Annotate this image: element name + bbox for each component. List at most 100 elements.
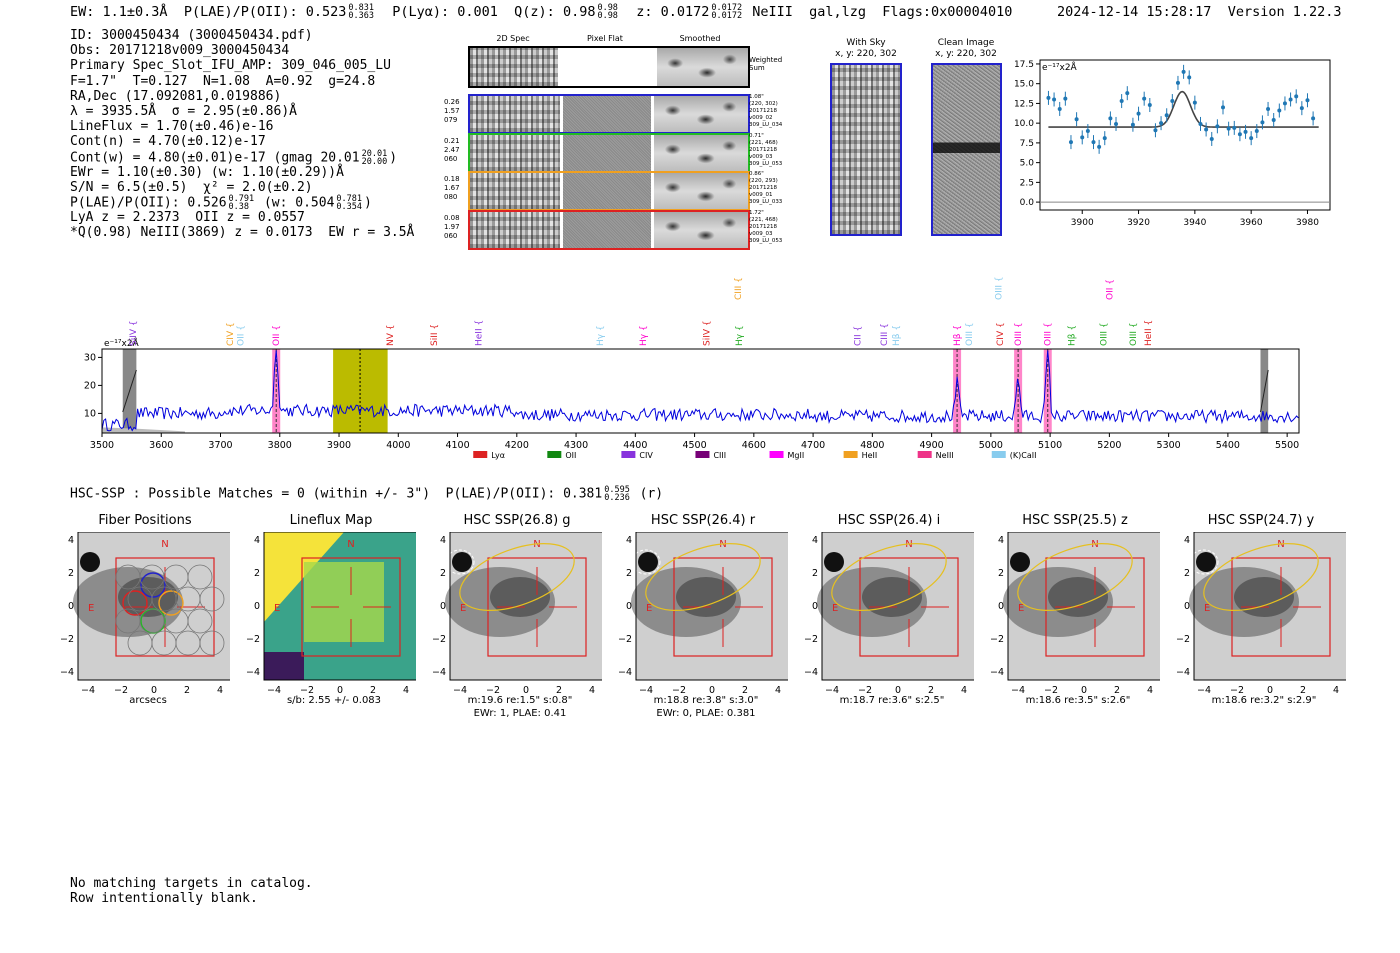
spec-line-label-text: Hγ { bbox=[735, 325, 745, 346]
spec-xtick-label: 3700 bbox=[208, 440, 232, 451]
fit-data-point bbox=[1130, 122, 1135, 127]
flags: Flags:0x00004010 bbox=[882, 4, 1013, 20]
col-title-2dspec: 2D Spec bbox=[496, 34, 530, 43]
fiber-circle-highlight bbox=[158, 590, 184, 616]
spec-line-label: Hγ { bbox=[596, 325, 606, 346]
panel-ytick-label: 0 bbox=[626, 601, 632, 612]
spec-line-label: OIII { bbox=[965, 322, 975, 346]
north-marker: N bbox=[905, 539, 912, 550]
cutout-row-meta: 1.08" (220, 302) 20171218 v009_02 309_LU… bbox=[749, 94, 783, 128]
spec-ylabel: e⁻¹⁷x2Å bbox=[104, 337, 140, 349]
spec-line-label-text: SiIV { bbox=[702, 320, 712, 346]
panel-ytick-label: 0 bbox=[440, 601, 446, 612]
info-lambda: λ = 3935.5Å σ = 2.95(±0.86)Å bbox=[70, 103, 297, 119]
panel-ytick-label: −4 bbox=[246, 667, 260, 678]
panel-xtick-label: 2 bbox=[1114, 685, 1120, 696]
fit-data-point bbox=[1085, 129, 1090, 134]
aperture-box bbox=[115, 557, 215, 657]
spec-line-label-text: Hγ { bbox=[596, 325, 606, 346]
panel-caption-2: EWr: 1, PLAE: 0.41 bbox=[473, 708, 567, 719]
panel-image: N E 4 2 0 −2 −4 −4 −2 0 2 4 bbox=[246, 532, 416, 696]
panel-xtick-label: 4 bbox=[403, 685, 409, 696]
clean-image bbox=[931, 63, 1002, 236]
bright-source bbox=[452, 552, 472, 572]
info-obs: Obs: 20171218v009_3000450434 bbox=[70, 43, 290, 59]
panel-ytick-label: −2 bbox=[804, 634, 818, 645]
legend-label: (K)CaII bbox=[1010, 451, 1037, 460]
panel-ytick-label: 4 bbox=[626, 535, 632, 546]
panel-xtick-label: −4 bbox=[81, 685, 95, 696]
spec-line-label-text: OII { bbox=[1105, 279, 1115, 300]
galaxy-blob bbox=[1189, 567, 1299, 637]
fit-ylabel: e⁻¹⁷x2Å bbox=[1042, 61, 1078, 73]
spec-line-label-text: Hγ { bbox=[639, 325, 649, 346]
galaxy-blob bbox=[445, 567, 555, 637]
info-contw: Cont(w) = 4.80(±0.01)e-17 (gmag 20.01 20.… bbox=[70, 148, 398, 167]
spec-line-label: SiIV { bbox=[129, 320, 139, 346]
panel-caption-2: EWr: 0, PLAE: 0.381 bbox=[656, 708, 756, 719]
panel-title: HSC SSP(26.4) r bbox=[650, 513, 756, 528]
legend-label: HeII bbox=[862, 451, 878, 460]
spec-line-label: OIII { bbox=[1044, 322, 1054, 346]
source-ellipse bbox=[645, 543, 761, 611]
spec-line-label-text: SiIV { bbox=[129, 320, 139, 346]
spec-line-label: OIII { bbox=[1099, 322, 1109, 346]
bright-source bbox=[80, 552, 100, 572]
catalog-note-line1: No matching targets in catalog. bbox=[70, 876, 313, 891]
spec-line-label: HeII { bbox=[1144, 320, 1154, 346]
legend-label: OII bbox=[565, 451, 576, 460]
spec-line-label: OII { bbox=[237, 325, 247, 346]
neighbor-ellipse bbox=[631, 549, 661, 575]
east-marker: E bbox=[646, 603, 652, 614]
galaxy-blob bbox=[817, 567, 927, 637]
source-ellipse bbox=[1017, 543, 1133, 611]
east-marker: E bbox=[1204, 603, 1210, 614]
panel-caption: s/b: 2.55 +/- 0.083 bbox=[286, 695, 382, 706]
spec-xtick-label: 4400 bbox=[623, 440, 647, 451]
cutout-row bbox=[468, 171, 750, 211]
fit-data-point bbox=[1288, 97, 1293, 102]
fit-data-point bbox=[1294, 94, 1299, 99]
spec-xtick-label: 3600 bbox=[149, 440, 173, 451]
fit-data-point bbox=[1097, 144, 1102, 149]
fit-data-point bbox=[1074, 117, 1079, 122]
info-ewr: EWr = 1.10(±0.30) (w: 1.10(±0.29))Å bbox=[70, 164, 344, 180]
panel-xtick-label: 0 bbox=[895, 685, 901, 696]
neighbor-ellipse bbox=[445, 549, 475, 575]
panel-xtick-label: −4 bbox=[825, 685, 839, 696]
east-marker: E bbox=[274, 603, 280, 614]
panel-ytick-label: 4 bbox=[998, 535, 1004, 546]
cutout-row-stats: 0.08 1.97 060 bbox=[444, 213, 460, 240]
spec-line-label-text: Hβ { bbox=[1067, 325, 1077, 346]
spec-xtick-label: 5100 bbox=[1038, 440, 1062, 451]
panel-ytick-label: 0 bbox=[254, 601, 260, 612]
spec-line-label-text: Hβ { bbox=[892, 325, 902, 346]
panel-ytick-label: −4 bbox=[60, 667, 74, 678]
lineflux-low-region bbox=[264, 652, 304, 680]
fit-data-point bbox=[1057, 106, 1062, 111]
panel-xtick-label: −4 bbox=[639, 685, 653, 696]
fit-data-point bbox=[1254, 129, 1259, 134]
east-marker: E bbox=[1018, 603, 1024, 614]
with-sky-title: With Sky bbox=[846, 38, 886, 48]
spec-xtick-label: 3800 bbox=[268, 440, 292, 451]
panel-frame bbox=[263, 532, 416, 681]
cutout-row bbox=[468, 132, 750, 173]
cutout-row-stats: 0.21 2.47 060 bbox=[444, 136, 460, 163]
spec-line-label-text: SiII { bbox=[430, 324, 440, 346]
legend-label: NeIII bbox=[936, 451, 954, 460]
legend-swatch bbox=[473, 451, 488, 458]
spec-line-label: OII { bbox=[1105, 279, 1115, 300]
fiber-circle bbox=[187, 608, 213, 634]
panel-ytick-label: 2 bbox=[254, 568, 260, 579]
fit-data-point bbox=[1282, 101, 1287, 106]
spec-noise-shade bbox=[102, 427, 185, 433]
panel-xtick-label: 0 bbox=[709, 685, 715, 696]
header-summary: EW: 1.1±0.3Å P(LAE)/P(OII): 0.523 0.831 0.… bbox=[70, 4, 1013, 21]
panel-frame bbox=[1193, 532, 1346, 681]
spec-line-label: OIII { bbox=[1129, 322, 1139, 346]
fiber-circle bbox=[199, 630, 225, 656]
fit-ytick-label: 10.0 bbox=[1014, 119, 1034, 129]
fit-data-point bbox=[1159, 121, 1164, 126]
panel-ytick-label: 2 bbox=[998, 568, 1004, 579]
